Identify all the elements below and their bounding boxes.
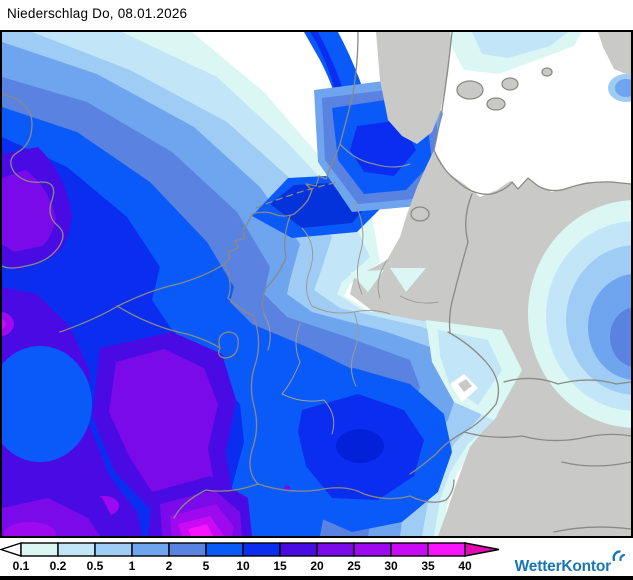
east-precip-fringes <box>350 32 631 428</box>
logo-swoosh-icon <box>612 548 626 566</box>
legend: 0.1 0.2 0.5 1 2 5 10 15 20 25 30 35 40 <box>0 540 633 576</box>
legend-cell <box>316 542 355 557</box>
legend-overflow-arrow <box>464 542 500 557</box>
legend-tick-label: 30 <box>384 559 398 573</box>
legend-cell <box>279 542 318 557</box>
legend-cell <box>427 542 466 557</box>
legend-tick-label: 0.2 <box>50 559 67 573</box>
map-canvas <box>2 32 631 536</box>
legend-tick-label: 20 <box>310 559 324 573</box>
legend-cell <box>57 542 96 557</box>
legend-cell <box>20 542 59 557</box>
legend-cell <box>94 542 133 557</box>
legend-tick-label: 2 <box>166 559 173 573</box>
country-borders <box>2 32 631 533</box>
legend-cell <box>168 542 207 557</box>
branding: WetterKontor <box>514 548 626 576</box>
legend-cell <box>205 542 244 557</box>
state-borders <box>263 143 439 435</box>
legend-tick-label: 10 <box>236 559 250 573</box>
bottom-border-rule <box>0 576 633 580</box>
legend-tick-label: 40 <box>458 559 472 573</box>
legend-tick-label: 15 <box>273 559 287 573</box>
legend-tick-label: 1 <box>129 559 136 573</box>
legend-tick-label: 35 <box>421 559 435 573</box>
legend-cell <box>353 542 392 557</box>
legend-cell <box>242 542 281 557</box>
legend-tick-label: 0.1 <box>13 559 30 573</box>
legend-tick-label: 0.5 <box>87 559 104 573</box>
legend-cell <box>131 542 170 557</box>
wetterkontor-logo: WetterKontor <box>514 558 612 575</box>
title-bar: Niederschlag Do, 08.01.2026 <box>0 0 633 30</box>
legend-tick-label: 5 <box>203 559 210 573</box>
map-title: Niederschlag Do, 08.01.2026 <box>7 6 188 21</box>
legend-cell <box>390 542 429 557</box>
legend-scale: 0.1 0.2 0.5 1 2 5 10 15 20 25 30 35 40 <box>0 542 500 573</box>
legend-underflow-arrow <box>0 542 22 557</box>
precipitation-map <box>0 30 633 538</box>
legend-tick-label: 25 <box>347 559 361 573</box>
